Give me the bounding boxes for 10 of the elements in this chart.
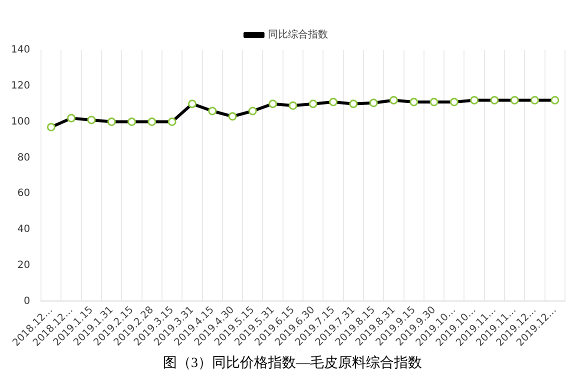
y-tick-label: 20 (17, 260, 30, 271)
y-tick-label: 140 (10, 44, 30, 56)
text: 图（3）同比价格指数—毛皮原料综合指数 (162, 354, 423, 372)
y-tick-label: 40 (17, 224, 30, 236)
y-tick-label: 80 (17, 152, 30, 164)
y-tick-label: 60 (17, 188, 30, 200)
y-tick-label: 0 (24, 296, 30, 307)
y-tick-label: 100 (10, 116, 30, 128)
y-tick-label: 120 (10, 80, 30, 92)
legend-label: 同比综合指数 (268, 28, 328, 41)
